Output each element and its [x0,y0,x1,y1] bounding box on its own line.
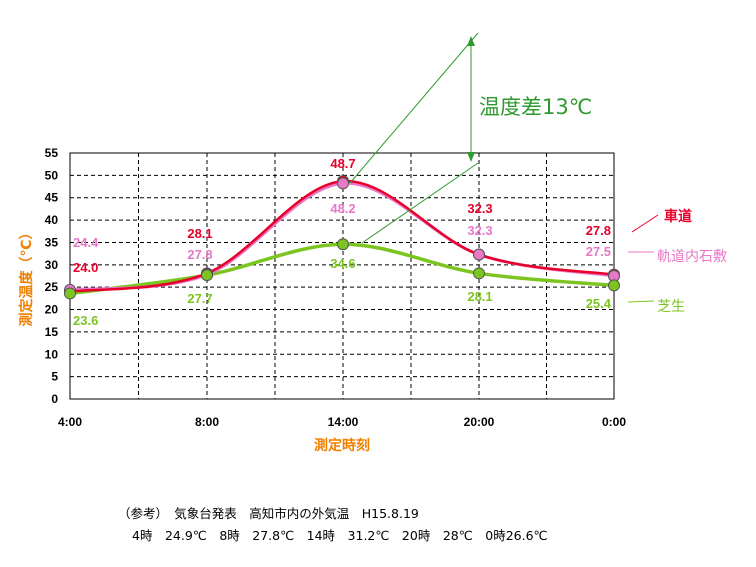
marker-shibafu [201,269,213,282]
reference-note-line2: 4時 24.9℃ 8時 27.8℃ 14時 31.2℃ 20時 28℃ 0時26… [132,528,548,543]
y-tick-label: 50 [45,168,59,182]
legend-shibafu-label: 芝生 [657,299,685,315]
plot-border [69,152,615,400]
reference-note-line1: （参考） 気象台発表 高知市内の外気温 H15.8.19 [118,506,419,521]
y-tick-label: 10 [45,347,59,361]
data-label-kidou: 32.3 [467,223,492,238]
data-label-shadou: 27.8 [586,223,611,238]
x-tick-label: 20:00 [464,415,495,429]
x-tick-label: 4:00 [58,415,82,429]
x-tick-label: 0:00 [602,415,626,429]
annotation-temperature-difference: 温度差13℃ [479,95,592,119]
data-label-shibafu: 27.7 [187,291,212,306]
marker-shibafu [473,267,485,280]
legend-shadou-label: 車道 [664,208,692,225]
marker-kidou [337,177,349,190]
legend-kidou-label: 軌道内石敷 [657,249,727,265]
data-label-shibafu: 28.1 [467,289,492,304]
data-label-shibafu: 23.6 [73,313,98,328]
data-label-shadou: 28.1 [187,226,212,241]
data-label-shadou: 24.0 [73,260,98,275]
annotation-arrow-head-bottom [467,152,475,162]
data-label-shadou: 48.7 [330,156,355,171]
y-tick-label: 0 [51,392,58,406]
data-label-kidou: 27.8 [187,247,212,262]
annotation-leader-top [349,32,479,184]
series-line-kidou [69,181,615,292]
x-axis-title: 測定時刻 [314,437,370,454]
y-tick-label: 5 [51,370,58,384]
marker-shibafu [337,238,349,251]
y-tick-label: 45 [45,191,59,205]
data-label-shadou: 32.3 [467,201,492,216]
y-tick-label: 55 [45,146,59,160]
marker-shibafu [608,279,620,292]
marker-shibafu [64,287,76,300]
y-tick-label: 40 [45,213,59,227]
marker-kidou [473,248,485,261]
legend-shadou-line [631,214,659,233]
legend-shibafu-line [627,300,655,303]
x-tick-label: 8:00 [195,415,219,429]
y-axis-title: 測定温度（℃） [18,226,35,327]
y-tick-label: 35 [45,235,59,249]
annotation-leader-bottom [361,162,479,244]
annotation-arrow-head-top [467,36,475,46]
data-label-kidou: 27.5 [586,244,611,259]
y-tick-label: 20 [45,303,59,317]
y-tick-label: 25 [45,280,59,294]
data-label-shibafu: 34.6 [330,256,355,271]
x-tick-label: 14:00 [328,415,359,429]
data-label-shibafu: 25.4 [586,296,612,311]
y-tick-label: 30 [45,258,59,272]
data-label-kidou: 24.4 [73,235,99,250]
data-label-kidou: 48.2 [330,201,355,216]
y-tick-label: 15 [45,325,59,339]
